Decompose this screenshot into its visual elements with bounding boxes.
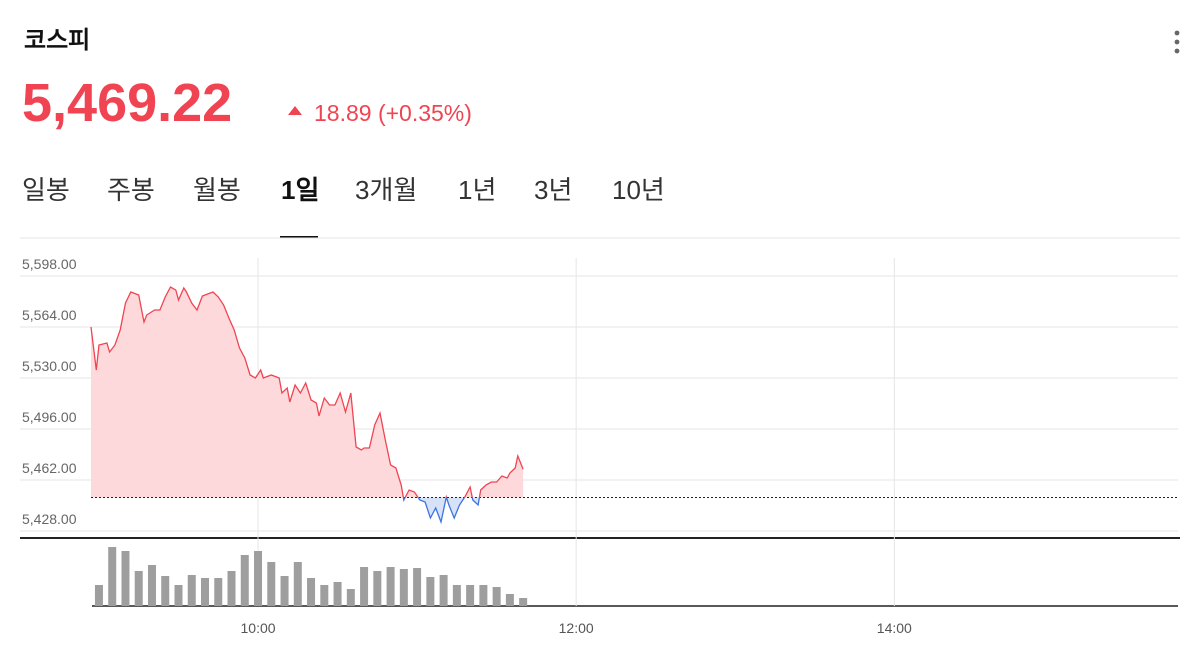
volume-bar xyxy=(134,571,143,606)
volume-bar xyxy=(293,562,302,606)
tab[interactable]: 10년 xyxy=(612,175,665,205)
volume-bar xyxy=(439,575,448,606)
y-tick-label: 5,598.00 xyxy=(22,256,77,272)
volume-bar xyxy=(452,585,461,606)
volume-bar xyxy=(108,547,117,606)
volume-bar xyxy=(201,578,210,606)
volume-bar xyxy=(254,551,263,606)
x-tick-label: 14:00 xyxy=(877,620,912,636)
y-tick-label: 5,496.00 xyxy=(22,409,77,425)
y-tick-label: 5,428.00 xyxy=(22,511,77,527)
tab[interactable]: 3년 xyxy=(534,175,572,205)
dot xyxy=(1174,48,1180,54)
price: 5,469.22 xyxy=(22,73,232,133)
volume-bar xyxy=(214,578,223,606)
volume-bar xyxy=(426,577,435,606)
y-tick-label: 5,462.00 xyxy=(22,460,77,476)
x-tick-label: 10:00 xyxy=(241,620,276,636)
tab[interactable]: 주봉 xyxy=(107,175,155,205)
volume-bar xyxy=(519,598,528,606)
tab[interactable]: 일봉 xyxy=(22,175,70,205)
volume-bar xyxy=(373,571,382,606)
volume-bar xyxy=(187,575,196,606)
up-arrow xyxy=(288,106,302,115)
y-tick-label: 5,530.00 xyxy=(22,358,77,374)
tab[interactable]: 월봉 xyxy=(193,175,241,205)
volume-bar xyxy=(267,562,276,606)
tab[interactable]: 3개월 xyxy=(355,175,417,205)
volume-bar xyxy=(346,589,355,606)
volume-bar xyxy=(360,567,369,606)
volume-bar xyxy=(94,585,103,606)
volume-bar xyxy=(147,565,156,606)
index-title: 코스피 xyxy=(24,27,90,54)
volume-bar xyxy=(161,576,170,606)
volume-bar xyxy=(479,585,488,606)
y-tick-label: 5,564.00 xyxy=(22,307,77,323)
volume-bar xyxy=(307,578,316,606)
dot xyxy=(1174,30,1180,36)
price-change: 18.89 (+0.35%) xyxy=(314,100,472,126)
more-menu[interactable] xyxy=(1174,30,1180,54)
volume-bar xyxy=(492,587,501,606)
volume-bar xyxy=(174,585,183,606)
volume-bar xyxy=(466,585,475,606)
price-area xyxy=(91,287,524,522)
volume-bar xyxy=(320,585,329,606)
x-tick-label: 12:00 xyxy=(559,620,594,636)
tab[interactable]: 1년 xyxy=(458,175,496,205)
price-line xyxy=(90,286,524,525)
volume-bar xyxy=(399,569,408,606)
volume-bar xyxy=(333,582,342,606)
volume-bar xyxy=(240,555,249,606)
volume-bar xyxy=(386,567,395,606)
volume-bar xyxy=(121,551,130,606)
volume-bar xyxy=(280,576,289,606)
tab[interactable]: 1일 xyxy=(281,175,319,205)
volume-bar xyxy=(413,568,422,606)
dot xyxy=(1174,39,1180,45)
volume-bar xyxy=(227,571,236,606)
tab-bar: 일봉 주봉 월봉 1일 3개월 1년 3년 10년 xyxy=(22,175,665,238)
volume-bar xyxy=(505,594,514,606)
